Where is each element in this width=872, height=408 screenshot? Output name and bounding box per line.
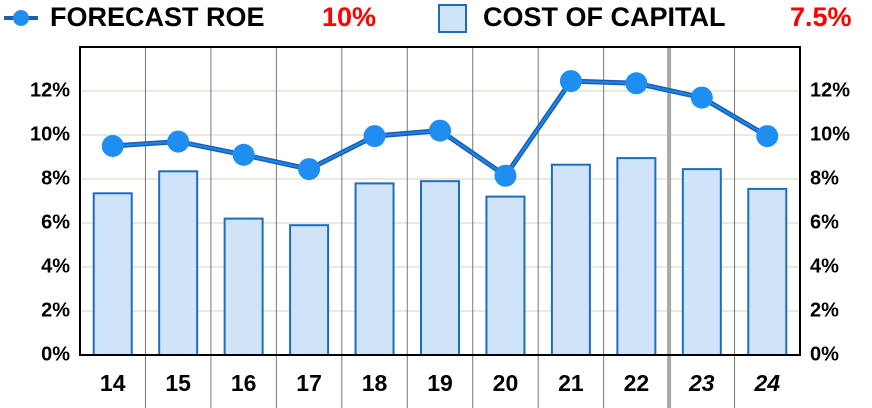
x-tick-label: 23 [688,370,715,396]
bar [289,224,330,356]
bar [92,192,133,356]
marker [690,86,713,109]
x-tick-label: 17 [296,370,322,396]
y-tick-label: 4% [41,255,70,277]
x-tick-label: 15 [165,370,191,396]
marker [756,125,779,148]
bar [550,163,591,356]
y2-tick-label: 2% [810,299,839,321]
x-tick-label: 22 [624,370,650,396]
legend-swatch [438,4,467,33]
legend-marker [13,10,29,26]
bar [616,157,657,356]
bar [485,195,526,356]
x-tick-label: 16 [231,370,257,396]
x-tick-label: 14 [100,370,126,396]
marker [363,125,386,148]
y2-tick-label: 12% [810,79,850,101]
legend-label: FORECAST ROE [50,2,265,32]
y2-tick-label: 4% [810,255,839,277]
marker [429,119,451,142]
y-tick-label: 2% [41,299,70,321]
y2-tick-label: 10% [810,123,850,145]
marker [167,130,190,153]
bar [420,180,460,356]
y-tick-label: 0% [41,343,70,365]
y-tick-label: 10% [30,123,70,145]
marker [101,135,124,157]
bar [158,170,199,356]
y-tick-label: 6% [41,211,70,233]
bar [747,187,788,356]
x-tick-label: 24 [753,370,780,396]
bar [223,217,264,356]
bar [354,182,395,356]
x-tick-label: 18 [362,370,388,396]
plot-border [79,46,801,356]
marker [559,70,582,93]
marker [298,158,321,181]
y-tick-label: 8% [41,167,70,189]
x-tick-label: 21 [558,370,584,396]
legend-label: COST OF CAPITAL [483,2,726,32]
y2-tick-label: 0% [810,343,839,365]
bar [681,168,722,356]
legend-value: 7.5% [790,2,852,32]
legend-value: 10% [322,2,376,32]
marker [625,72,648,95]
y2-tick-label: 8% [810,167,839,189]
x-tick-label: 19 [427,370,453,396]
marker [232,143,255,166]
y-tick-label: 12% [30,79,70,101]
y2-tick-label: 6% [810,211,839,233]
x-tick-label: 20 [493,370,519,396]
marker [494,164,517,187]
